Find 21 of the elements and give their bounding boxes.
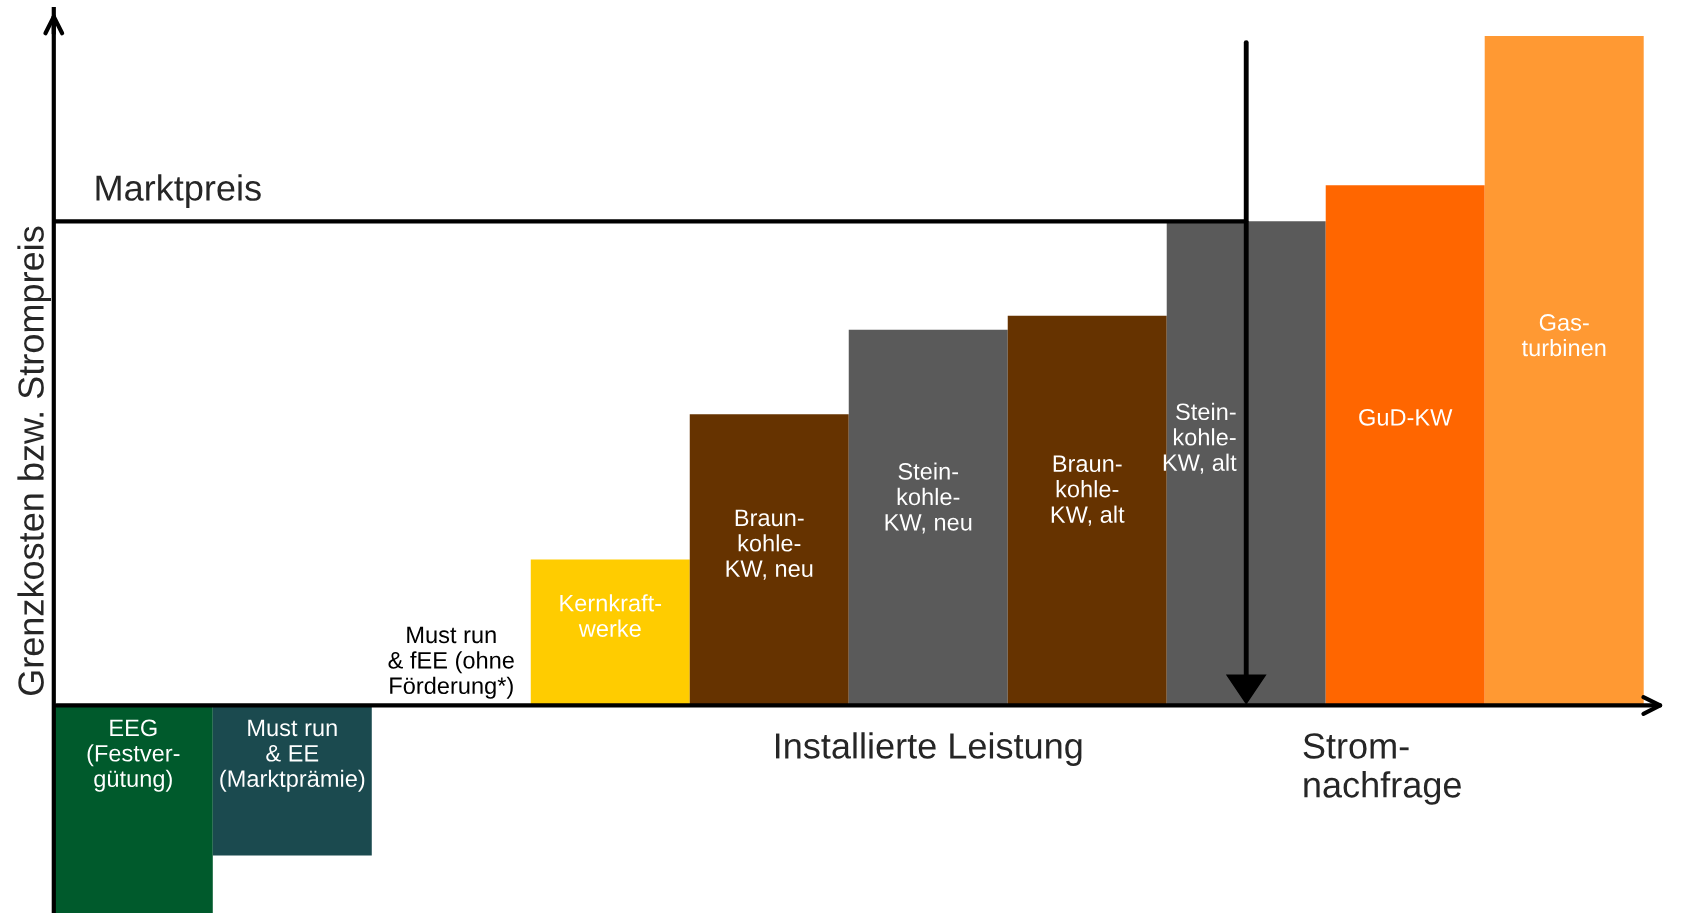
bar — [1484, 35, 1644, 706]
x-tick-label: Kernkraft- werke — [560, 594, 662, 637]
x-tick-label: Must run & fEE (ohne Förderung*) — [388, 626, 514, 699]
x-tick-label: Stein- kohle- KW, neu — [885, 462, 972, 534]
bar — [689, 414, 849, 706]
ref-line-label: Strom- nachfrage — [1303, 733, 1461, 805]
ref-line-label: Marktpreis — [96, 174, 261, 208]
x-tick-label: Must run & EE (Marktprämie) — [220, 719, 365, 792]
bar — [212, 705, 372, 856]
x-tick-label: Braun- kohle- KW, neu — [726, 509, 813, 580]
x-tick-label: Stein- kohle- KW, alt — [1163, 402, 1237, 474]
x-axis-title: Installierte Leistung — [776, 732, 1082, 766]
x-tick-label: Braun- kohle- KW, alt — [1051, 455, 1125, 526]
bar — [848, 329, 1008, 706]
x-tick-label: EEG (Festver- gütung) — [87, 719, 180, 792]
y-axis-title: Grenzkosten bzw. Strompreis — [17, 226, 52, 696]
bar — [530, 559, 690, 706]
x-tick-label: GuD-KW — [1359, 408, 1453, 426]
bar — [53, 705, 213, 913]
x-tick-label: Gas- turbinen — [1521, 314, 1606, 357]
bar — [1325, 185, 1485, 706]
